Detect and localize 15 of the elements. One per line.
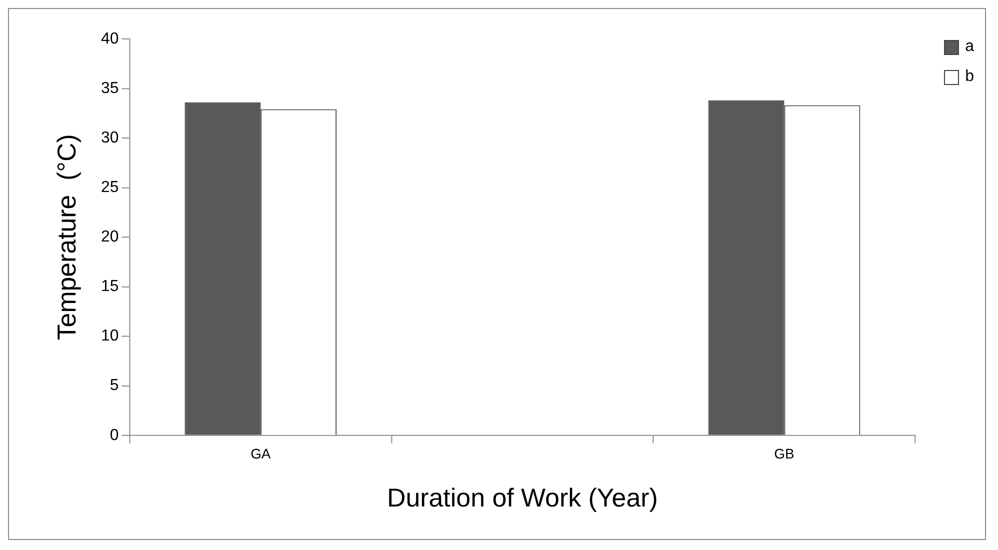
y-tick-label: 35 (101, 80, 119, 97)
y-tick-label: 20 (101, 228, 119, 246)
y-axis-title: Temperature (°C) (54, 134, 82, 340)
x-tick-label: GA (250, 446, 272, 462)
y-tick-label: 30 (101, 129, 119, 146)
y-tick-label: 25 (101, 178, 119, 196)
x-tick-label: GB (774, 446, 794, 462)
y-tick-label: 5 (110, 377, 119, 394)
text: b (965, 68, 974, 86)
x-axis-title: Duration of Work (Year) (386, 484, 658, 513)
y-tick-label: 0 (110, 426, 119, 444)
y-tick-label: 10 (101, 328, 119, 345)
y-tick-label: 15 (101, 278, 119, 296)
legend-label: a (965, 38, 974, 56)
y-tick-label: 40 (101, 30, 119, 48)
